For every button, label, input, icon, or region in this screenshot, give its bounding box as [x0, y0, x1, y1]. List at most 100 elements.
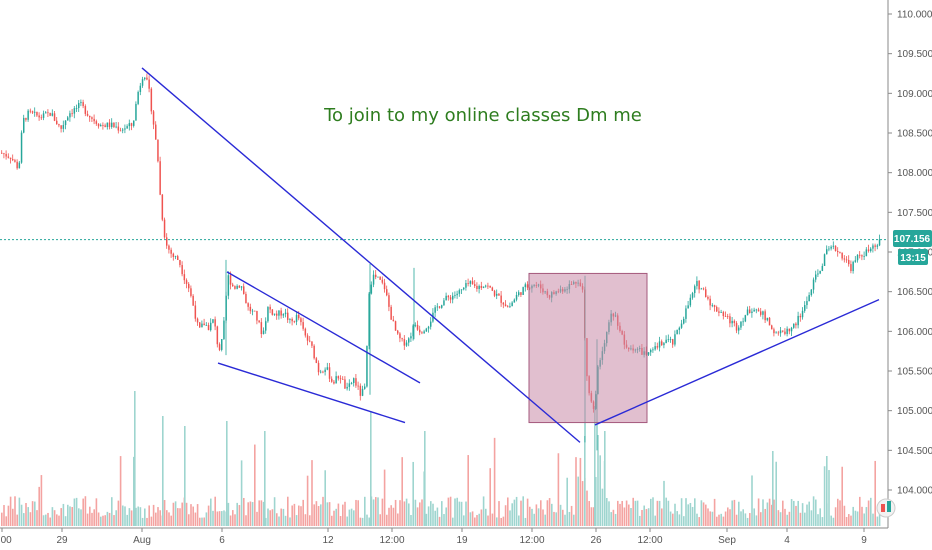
candle-body — [375, 274, 377, 278]
candle-body — [817, 273, 819, 275]
candle-body — [342, 379, 344, 380]
candle-body — [705, 289, 707, 297]
volume-bar — [793, 500, 795, 526]
candle-body — [100, 124, 102, 127]
volume-bar — [766, 502, 769, 526]
volume-bar — [654, 515, 656, 526]
volume-bar — [93, 509, 95, 526]
candle-body — [687, 305, 689, 309]
candle-body — [64, 120, 67, 126]
volume-bar — [533, 513, 535, 526]
volume-bar — [267, 508, 269, 526]
candle-body — [746, 309, 749, 316]
volume-bar — [436, 507, 439, 526]
candle-body — [69, 113, 71, 118]
candle-body — [867, 249, 870, 252]
volume-bar — [152, 504, 155, 526]
candle-body — [27, 110, 29, 120]
volume-bar — [238, 505, 241, 526]
candle-body — [254, 310, 256, 312]
candle-body — [168, 245, 170, 250]
candle-body — [515, 295, 518, 300]
volume-bar — [755, 515, 758, 526]
logo-icon[interactable] — [876, 498, 896, 518]
candle-body — [194, 305, 197, 319]
candle-body — [339, 378, 342, 380]
volume-bar — [386, 514, 388, 526]
price-tick-label: 105.500 — [897, 367, 932, 378]
volume-bar — [474, 517, 476, 526]
volume-bar — [872, 513, 874, 526]
volume-bar — [590, 507, 593, 526]
candle-body — [667, 339, 670, 341]
time-axis-background — [0, 528, 932, 550]
volume-bar — [381, 498, 384, 526]
candle-body — [848, 259, 850, 265]
candle-body — [346, 386, 348, 389]
time-tick-label: 19 — [456, 535, 468, 546]
candle-body — [126, 126, 128, 129]
candle-body — [179, 260, 181, 266]
price-tick-label: 106.500 — [897, 287, 932, 298]
candle-body — [801, 310, 804, 318]
volume-bar — [566, 477, 568, 526]
volume-bar — [839, 500, 841, 526]
volume-bar — [271, 509, 274, 526]
candle-body — [47, 112, 49, 114]
candle-body — [282, 314, 285, 316]
candle-body — [152, 111, 155, 125]
volume-bar — [680, 498, 683, 526]
volume-bar — [135, 507, 137, 526]
volume-bar — [614, 513, 617, 526]
candle-body — [405, 342, 408, 346]
candle-body — [280, 310, 282, 316]
candle-body — [755, 309, 758, 311]
volume-bar — [784, 508, 786, 526]
volume-bar — [302, 499, 304, 526]
candle-body — [476, 285, 478, 289]
volume-bar — [410, 515, 412, 526]
candle-body — [293, 321, 296, 323]
candle-body — [210, 322, 212, 331]
volume-bar — [295, 515, 298, 526]
volume-bar — [579, 457, 582, 526]
volume-bar — [522, 496, 524, 526]
volume-bar — [548, 498, 551, 526]
candle-body — [337, 376, 340, 379]
candle-body — [67, 117, 69, 121]
volume-bar — [311, 460, 313, 526]
volume-bar — [713, 498, 716, 526]
volume-bar — [361, 517, 364, 526]
volume-bar — [80, 509, 82, 526]
candle-body — [711, 305, 714, 306]
candle-body — [133, 120, 135, 126]
volume-bar — [685, 498, 687, 526]
volume-bar — [542, 509, 544, 526]
candle-body — [216, 326, 219, 345]
volume-bar — [291, 505, 293, 526]
volume-bar — [718, 514, 720, 526]
candle-body — [104, 125, 106, 128]
volume-bar — [214, 496, 216, 526]
volume-bar — [768, 498, 771, 526]
volume-bar — [104, 515, 106, 526]
volume-bar — [251, 502, 254, 526]
volume-bar — [1, 512, 3, 526]
candle-body — [837, 250, 839, 253]
volume-bar — [69, 506, 71, 526]
tradingview-logo[interactable] — [876, 498, 896, 518]
price-badge: 107.156 13:15 — [893, 230, 932, 265]
volume-bar — [218, 511, 221, 526]
volume-bar — [45, 514, 47, 526]
candle-body — [456, 293, 458, 296]
candle-body — [214, 319, 216, 327]
candle-body — [289, 318, 291, 320]
volume-bar — [562, 509, 564, 526]
time-tick-label: Aug — [133, 535, 151, 546]
candle-body — [427, 326, 430, 329]
volume-bar — [53, 510, 56, 526]
volume-bar — [438, 516, 441, 526]
volume-bar — [412, 461, 414, 526]
candle-body — [834, 245, 837, 251]
